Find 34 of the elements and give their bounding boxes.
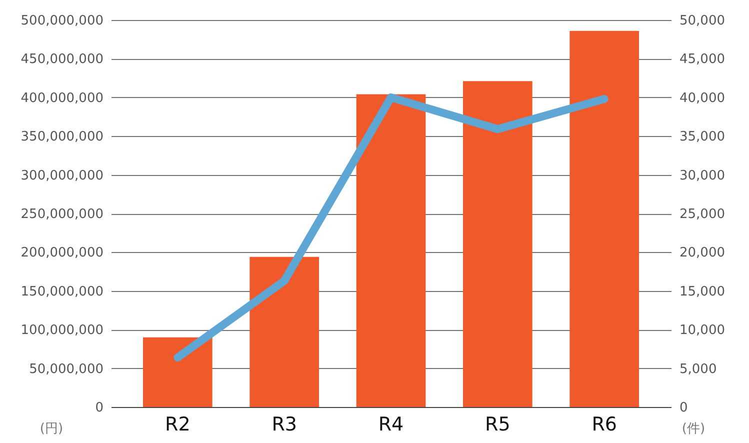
y2-tick-label: 45,000 [680, 52, 725, 68]
y-tick-label: 200,000,000 [20, 246, 104, 261]
y2-tick-label: 35,000 [680, 130, 725, 145]
y-tick-label: 500,000,000 [20, 14, 104, 28]
bar [463, 81, 532, 407]
y-tick-label: 50,000,000 [29, 362, 104, 377]
y2-tick-label: 0 [680, 400, 688, 416]
bar [143, 337, 212, 407]
y-tick-label: 150,000,000 [20, 284, 104, 300]
x-tick-label: R5 [485, 414, 510, 436]
bar [570, 30, 639, 407]
y2-tick-label: 50,000 [680, 14, 725, 28]
y-tick-label: 0 [95, 400, 104, 416]
y2-tick-label: 25,000 [680, 207, 725, 222]
bar [356, 94, 426, 407]
y-tick-label: 300,000,000 [20, 168, 104, 184]
y2-tick-label: 30,000 [680, 168, 725, 184]
x-tick-label: R2 [165, 414, 190, 436]
bar [250, 256, 319, 407]
y-tick-label: 350,000,000 [20, 130, 104, 145]
y-tick-label: 400,000,000 [20, 90, 104, 106]
y-tick-label: 450,000,000 [20, 52, 104, 68]
y2-tick-label: 5,000 [680, 362, 717, 377]
y-tick-label: 250,000,000 [20, 207, 104, 222]
x-tick-label: R4 [378, 414, 404, 436]
y2-tick-label: 40,000 [680, 90, 725, 106]
y2-tick-label: 15,000 [680, 284, 725, 300]
y2-axis-title: (件) [682, 422, 706, 436]
x-tick-label: R6 [592, 414, 617, 436]
y-tick-label: 100,000,000 [20, 323, 104, 338]
y2-tick-label: 20,000 [680, 246, 725, 261]
y-axis-title: (円) [40, 422, 64, 436]
y2-tick-label: 10,000 [680, 323, 725, 338]
x-tick-label: R3 [272, 414, 297, 436]
